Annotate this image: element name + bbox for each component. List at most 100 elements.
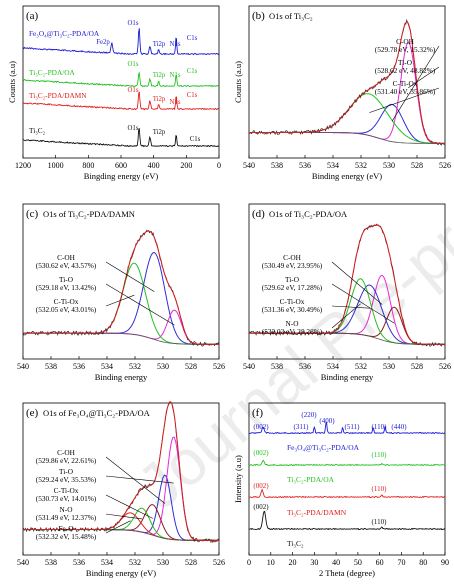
peak-annotation: C1s [187,35,198,42]
x-axis-label: Bingding energy (eV) [84,171,159,181]
panel-label: (b) [252,10,265,22]
plot-frame [22,203,220,360]
plot-frame [248,5,446,159]
peak-label: C-OH [396,37,415,46]
x-tick-label: 60 [376,558,384,567]
x-tick-label: 800 [82,161,94,170]
peak-label: Ti-O [398,58,412,67]
plot-frame [22,402,220,556]
series-label: Fe₃O₄@Ti₃C₂-PDA/OA [29,29,100,38]
x-tick-label: 50 [354,558,362,567]
peak-value: (529.24 eV, 35.53%) [36,475,97,484]
peak-label: C-OH [283,253,302,262]
series-line [22,71,220,88]
x-tick-label: 528 [411,362,423,371]
x-tick-label: 400 [148,161,160,170]
peak-annotation: (400) [319,417,335,425]
peak-value: (531.49 eV, 12.37%) [36,513,97,522]
peak-annotation: Ti2p [153,96,166,103]
peak-annotation: N1s [170,41,181,48]
peak-annotation: (110) [372,451,388,459]
x-tick-label: 90 [441,558,449,567]
series-label: Ti₃C₂-PDA/DAMN [287,508,347,517]
x-tick-label: 10 [267,558,275,567]
x-tick-label: 530 [157,362,169,371]
peak-label: N-O [286,319,299,328]
panel-title: O1s of Fe₃O₄@Ti₃C₂-PDA/OA [43,408,151,418]
x-tick-label: 528 [185,558,197,567]
panel-label: (e) [26,407,39,419]
fit-envelope [249,21,445,144]
x-tick-label: 530 [383,161,395,170]
series-line [248,459,446,467]
x-tick-label: 20 [289,558,297,567]
x-tick-label: 532 [129,362,141,371]
peak-annotation: (220) [301,411,317,419]
plot-frame [248,402,446,556]
x-axis-label: Binding energy (eV) [312,171,382,181]
fit-envelope [23,230,219,345]
x-tick-label: 534 [101,558,113,567]
peak-annotation: C1s [187,92,198,99]
peak-annotation: C1s [187,68,198,75]
peak-value: (529.62 eV, 17.28%) [262,283,323,292]
x-tick-label: 528 [411,161,423,170]
peak-label: Ti-O [59,275,73,284]
leader-line [369,87,440,113]
peak-label: C-Ti-Ox [54,297,79,306]
x-axis-label: Binding energy [95,372,148,382]
x-tick-label: 534 [101,362,113,371]
y-axis-label: Counts (a.u) [233,61,243,103]
peak-label: Ti-O [285,275,299,284]
leader-line [105,294,135,307]
x-tick-label: 538 [271,161,283,170]
peak-label: C-OH [57,253,76,262]
x-tick-label: 526 [213,558,225,567]
panel-label: (f) [252,407,263,419]
peak-annotation: (311) [294,423,310,431]
x-axis-label: 2 Theta (degree) [319,568,375,578]
y-axis-label: Counts (a.u) [7,61,17,103]
peak-label: Fe-O [59,524,74,533]
peak-label: C-Ti-Ox [54,486,79,495]
peak-label: Ti-O [59,467,73,476]
panel-title: O1s of Ti₃C₂-PDA/OA [269,209,348,219]
peak-annotation: (002) [253,503,269,511]
fit-peak-ti-o [23,309,219,345]
leader-line [105,261,155,292]
leader-line [105,456,166,504]
fit-peak-c-oh [249,103,445,144]
peak-value: (529.18 eV, 13.42%) [36,283,97,292]
x-tick-label: 80 [419,558,427,567]
x-tick-label: 538 [45,362,57,371]
peak-annotation: Ti2p [153,129,166,136]
fit-baseline [23,332,219,345]
x-tick-label: 530 [157,558,169,567]
peak-label: C-Ti-Ox [393,79,418,88]
x-tick-label: 528 [185,362,197,371]
x-tick-label: 526 [439,161,451,170]
peak-value: (532.03 eV, 28.28%) [262,327,323,336]
x-tick-label: 538 [271,362,283,371]
peak-annotation: Fe2p [96,39,110,46]
series-line [22,91,220,111]
peak-annotation: N1s [170,72,181,79]
peak-label: C-OH [57,448,76,457]
x-tick-label: 536 [299,161,311,170]
peak-annotation: (002) [253,482,269,490]
x-tick-label: 0 [247,558,251,567]
leader-line [105,283,175,326]
x-tick-label: 540 [243,362,255,371]
x-tick-label: 540 [243,161,255,170]
peak-annotation: C1s [190,136,201,143]
peak-value: (531.36 eV, 30.49%) [262,305,323,314]
x-tick-label: 530 [383,362,395,371]
peak-annotation: Ti2p [153,41,166,48]
series-label: Ti₃C₂-PDA/OA [29,68,76,77]
fit-envelope [23,401,219,541]
peak-annotation: (002) [253,423,269,431]
x-tick-label: 536 [73,558,85,567]
fit-envelope [249,224,445,345]
x-tick-label: 0 [217,161,221,170]
peak-annotation: Ti2p [153,72,166,79]
